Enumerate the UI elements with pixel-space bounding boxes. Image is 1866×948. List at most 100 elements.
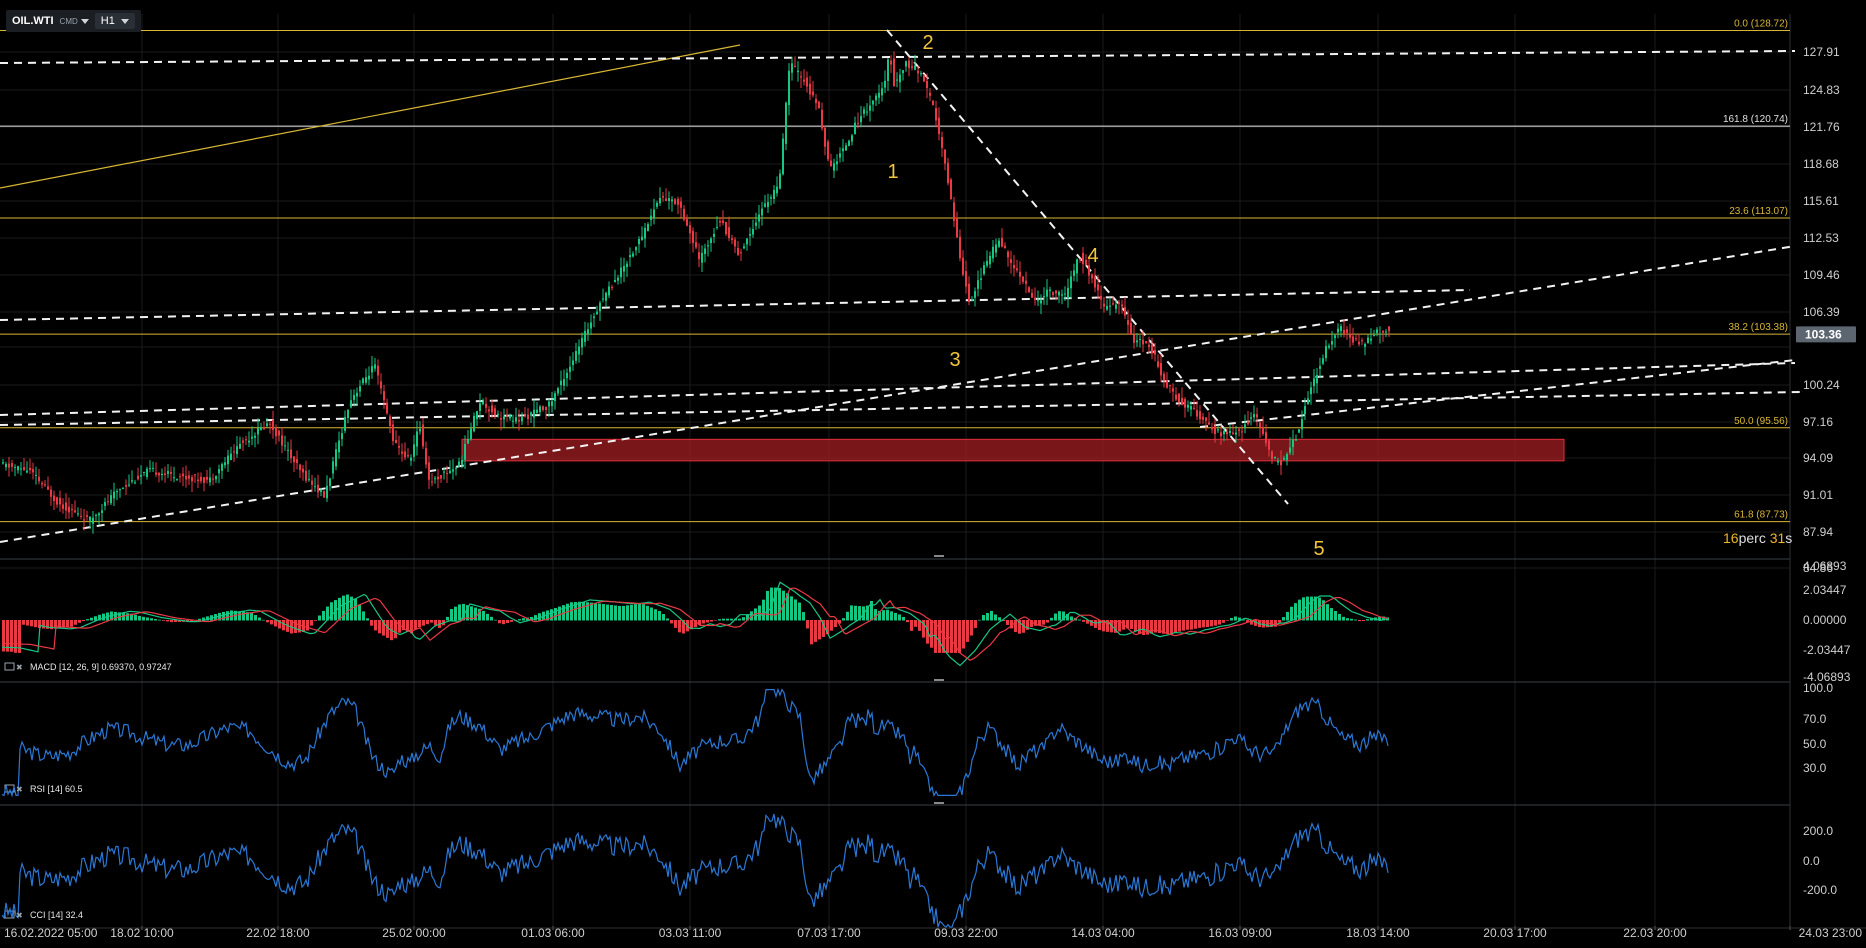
candle — [23, 467, 25, 471]
indicator-legend: CCI [14] 32.4 — [30, 910, 83, 920]
macd-histogram-bar — [1142, 620, 1145, 636]
pane-resize-handle — [934, 679, 944, 681]
candle — [1259, 422, 1261, 428]
candle — [899, 74, 901, 83]
macd-histogram-bar — [394, 620, 397, 639]
type-dropdown[interactable]: CMD — [60, 17, 89, 26]
candle — [407, 455, 409, 457]
macd-histogram-bar — [1190, 620, 1193, 630]
macd-histogram-bar — [550, 609, 553, 621]
macd-histogram-bar — [326, 606, 329, 621]
candle — [245, 439, 247, 441]
candle — [353, 395, 355, 400]
candle — [569, 366, 571, 372]
candle — [461, 459, 463, 465]
candle — [590, 322, 592, 329]
symbol-label[interactable]: OIL.WTI — [12, 15, 54, 27]
candle — [1238, 429, 1240, 431]
candle — [1316, 374, 1318, 384]
candle — [68, 506, 70, 513]
macd-histogram-bar — [1326, 604, 1329, 621]
macd-histogram-bar — [670, 620, 673, 624]
chevron-down-icon — [80, 18, 89, 24]
candle — [650, 215, 652, 221]
macd-histogram-bar — [798, 602, 801, 621]
candle — [401, 451, 403, 454]
candle — [719, 221, 721, 223]
candle — [1322, 358, 1324, 364]
candle — [905, 61, 907, 67]
candle — [1343, 329, 1345, 335]
candle — [950, 179, 952, 200]
candle — [71, 508, 73, 510]
timeframe-label: H1 — [100, 15, 115, 27]
candle — [878, 92, 880, 98]
candle — [614, 279, 616, 283]
macd-histogram-bar — [630, 604, 633, 621]
indicator-tick-label: -4.06893 — [1803, 670, 1851, 684]
candle — [1136, 340, 1138, 343]
candle — [1139, 338, 1141, 340]
candle — [374, 364, 376, 369]
candle — [443, 471, 445, 473]
candle — [194, 474, 196, 476]
macd-histogram-bar — [1086, 620, 1089, 624]
timeframe-dropdown[interactable]: H1 — [94, 13, 135, 29]
candle — [395, 440, 397, 443]
macd-histogram-bar — [446, 616, 449, 621]
macd-histogram-bar — [666, 618, 669, 621]
candle — [548, 401, 550, 407]
candle — [965, 271, 967, 287]
candle — [1181, 397, 1183, 406]
macd-histogram-bar — [1070, 616, 1073, 621]
candle — [377, 365, 379, 376]
candle — [101, 510, 103, 513]
candle — [1022, 276, 1024, 282]
candle — [89, 516, 91, 521]
candle — [743, 246, 745, 249]
macd-histogram-bar — [282, 620, 285, 631]
macd-histogram-bar — [1214, 620, 1217, 626]
price-tick-label: 109.46 — [1803, 268, 1840, 282]
macd-histogram-bar — [866, 605, 869, 621]
macd-histogram-bar — [1158, 620, 1161, 634]
wave-label: 5 — [1313, 538, 1324, 560]
macd-histogram-bar — [158, 619, 161, 621]
macd-histogram-bar — [870, 600, 873, 621]
candle — [638, 238, 640, 245]
candle — [1229, 430, 1231, 433]
macd-histogram-bar — [46, 620, 49, 629]
macd-histogram-bar — [1274, 620, 1277, 627]
candle — [509, 415, 511, 419]
macd-histogram-bar — [70, 620, 73, 627]
macd-histogram-bar — [702, 620, 705, 624]
candle — [335, 449, 337, 467]
candle — [1373, 335, 1375, 337]
macd-histogram-bar — [26, 620, 29, 626]
candle — [1250, 417, 1252, 419]
macd-histogram-bar — [818, 620, 821, 640]
macd-histogram-bar — [1006, 620, 1009, 625]
macd-histogram-bar — [622, 605, 625, 621]
macd-histogram-bar — [738, 618, 741, 621]
macd-histogram-bar — [166, 620, 169, 622]
candle — [1217, 429, 1219, 431]
candle — [1130, 323, 1132, 335]
candle — [224, 462, 226, 466]
macd-histogram-bar — [1250, 620, 1253, 625]
candle — [1073, 270, 1075, 276]
fib-label: 61.8 (87.73) — [1734, 510, 1788, 521]
macd-histogram-bar — [730, 618, 733, 621]
macd-histogram-bar — [1054, 613, 1057, 621]
candle — [200, 476, 202, 482]
candle — [53, 495, 55, 501]
macd-histogram-bar — [250, 612, 253, 621]
macd-histogram-bar — [590, 602, 593, 621]
macd-histogram-bar — [1026, 620, 1029, 630]
macd-histogram-bar — [498, 620, 501, 624]
macd-histogram-bar — [154, 618, 157, 621]
candle — [1187, 404, 1189, 408]
price-tick-label: 106.39 — [1803, 305, 1840, 319]
macd-histogram-bar — [1186, 620, 1189, 630]
